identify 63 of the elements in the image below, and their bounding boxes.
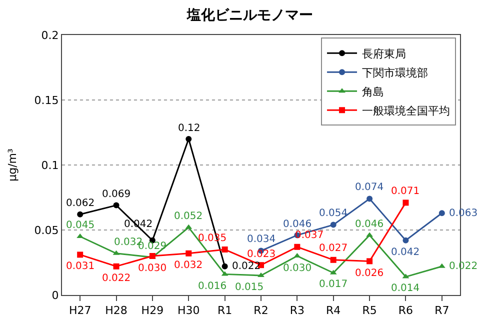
data-label: 0.014 <box>391 283 420 294</box>
legend-label: 角島 <box>362 85 384 98</box>
legend-label: 長府東局 <box>362 47 406 60</box>
point <box>366 196 373 202</box>
data-label: 0.069 <box>102 189 131 200</box>
data-label: 0.015 <box>235 282 264 293</box>
data-label: 0.062 <box>66 198 95 209</box>
data-label: 0.030 <box>283 263 312 274</box>
point <box>186 136 192 142</box>
point <box>113 263 120 270</box>
data-label: 0.031 <box>66 261 95 272</box>
data-label: 0.017 <box>319 279 348 290</box>
data-label: 0.046 <box>283 219 312 230</box>
y-tick-label: 0.2 <box>41 28 59 42</box>
point <box>330 256 336 263</box>
data-label: 0.023 <box>247 249 276 260</box>
data-label: 0.030 <box>138 263 167 274</box>
point <box>222 246 228 252</box>
point <box>330 222 336 228</box>
x-tick-label: R3 <box>290 304 305 318</box>
data-label: 0.026 <box>355 268 384 279</box>
point <box>366 258 373 264</box>
legend-label: 一般環境全国平均 <box>362 104 450 118</box>
data-label: 0.027 <box>319 243 348 254</box>
x-tick-label: R5 <box>362 304 377 318</box>
y-tick-label: 0 <box>52 288 59 302</box>
x-tick-label: R7 <box>434 304 450 318</box>
x-tick-label: H30 <box>178 304 200 318</box>
data-label: 0.016 <box>198 281 227 292</box>
point <box>294 244 300 250</box>
x-tick-label: R4 <box>326 304 341 318</box>
x-tick-label: R1 <box>217 304 232 318</box>
data-label: 0.034 <box>247 234 276 245</box>
point <box>113 202 120 208</box>
data-label: 0.054 <box>319 208 348 219</box>
y-tick-label: 0.15 <box>34 94 59 107</box>
data-label: 0.022 <box>102 273 131 284</box>
point <box>77 211 84 218</box>
legend-label: 下関市環境部 <box>362 66 428 80</box>
data-label: 0.074 <box>355 182 384 193</box>
point <box>222 263 228 270</box>
x-tick-label: H29 <box>141 304 164 318</box>
data-label: 0.12 <box>178 123 200 134</box>
y-tick-label: 0.1 <box>41 158 59 172</box>
point <box>186 250 192 256</box>
data-label: 0.052 <box>174 211 203 222</box>
data-label: 0.042 <box>391 247 420 258</box>
x-tick-label: H28 <box>105 304 128 318</box>
x-tick-label: H27 <box>68 304 92 318</box>
y-tick-label: 0.05 <box>34 224 59 237</box>
data-label: 0.032 <box>174 260 203 271</box>
x-tick-label: R6 <box>398 304 414 318</box>
data-label: 0.045 <box>66 220 95 231</box>
point <box>77 252 84 258</box>
data-label: 0.022 <box>232 261 261 272</box>
point <box>438 210 445 216</box>
data-label: 0.071 <box>391 186 420 197</box>
point <box>402 200 409 206</box>
chart-title: 塩化ビニルモノマー <box>186 8 313 24</box>
x-tick-label: R2 <box>254 304 268 318</box>
data-label: 0.046 <box>355 219 384 230</box>
point <box>402 237 409 244</box>
y-axis-title: μg/m³ <box>6 148 19 182</box>
